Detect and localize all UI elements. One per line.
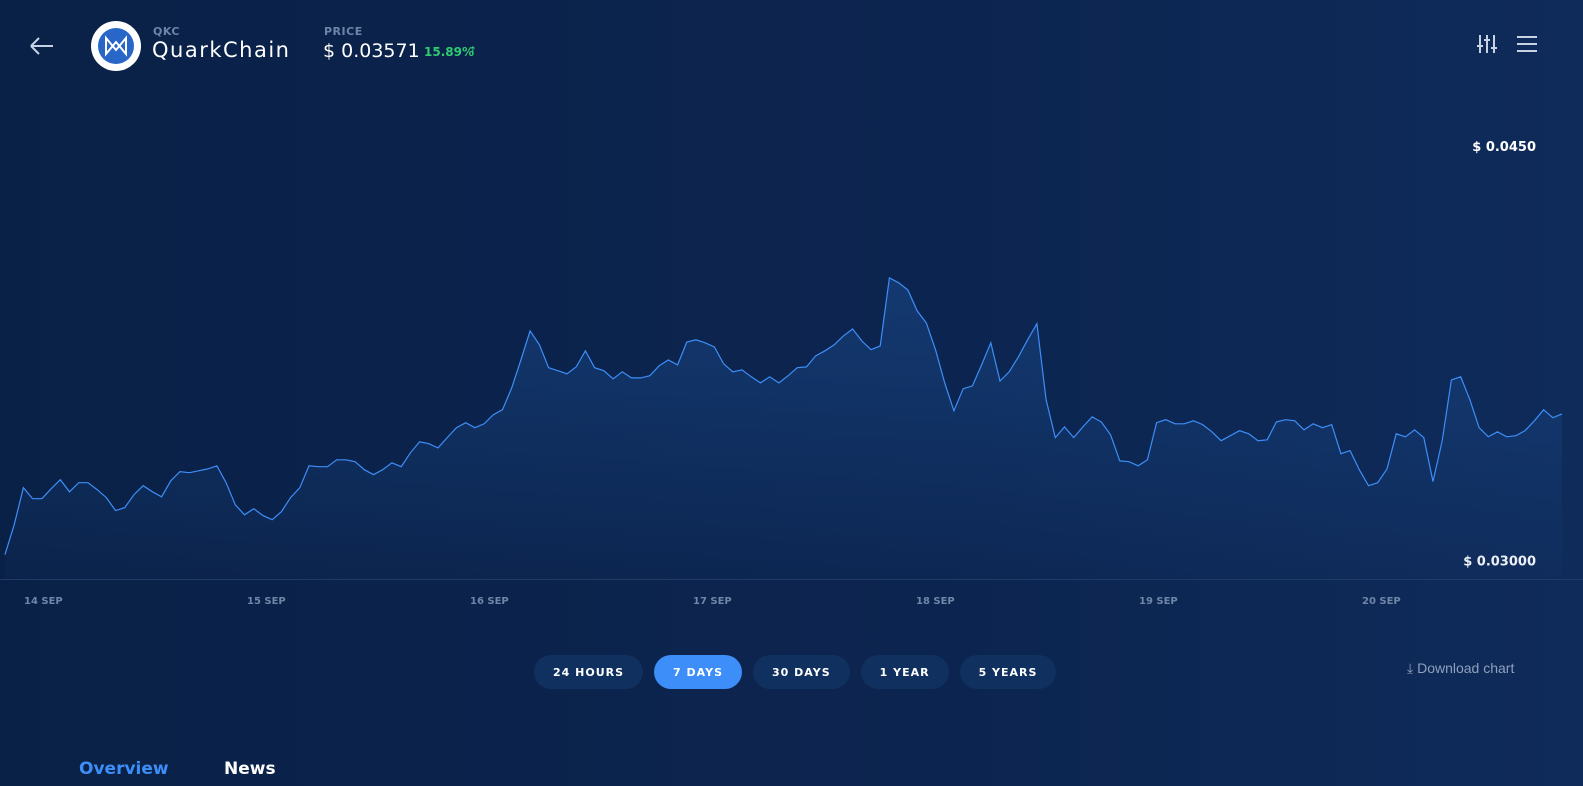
x-tick-label: 19 SEP bbox=[1139, 596, 1178, 607]
range-buttons: 24 HOURS 7 DAYS 30 DAYS 1 YEAR 5 YEARS bbox=[534, 655, 1057, 689]
x-tick-label: 17 SEP bbox=[693, 596, 732, 607]
tab[interactable]: News bbox=[224, 759, 276, 779]
y-tick-label: $ 0.0450 bbox=[1472, 140, 1536, 155]
tab[interactable]: Overview bbox=[79, 759, 169, 779]
back-button[interactable] bbox=[28, 34, 56, 58]
download-label: Download chart bbox=[1417, 660, 1515, 676]
range-button[interactable]: 1 YEAR bbox=[860, 655, 949, 689]
menu-button[interactable] bbox=[1516, 35, 1538, 55]
download-chart[interactable]: ⤓ Download chart bbox=[1407, 660, 1514, 677]
change-arrow: ↑ bbox=[469, 46, 477, 56]
ticker: QKC bbox=[153, 25, 180, 38]
coin-name: QuarkChain bbox=[152, 38, 291, 62]
price-change: 15.89% bbox=[424, 45, 474, 59]
x-tick-label: 15 SEP bbox=[247, 596, 286, 607]
x-tick-label: 16 SEP bbox=[470, 596, 509, 607]
range-button[interactable]: 5 YEARS bbox=[959, 655, 1057, 689]
price-area bbox=[5, 277, 1562, 580]
x-tick-label: 20 SEP bbox=[1362, 596, 1401, 607]
filter-button[interactable] bbox=[1476, 33, 1498, 55]
price: $ 0.03571 bbox=[323, 40, 420, 62]
x-tick-label: 18 SEP bbox=[916, 596, 955, 607]
range-button[interactable]: 7 DAYS bbox=[654, 655, 742, 689]
range-button[interactable]: 30 DAYS bbox=[753, 655, 850, 689]
coin-logo bbox=[91, 21, 141, 71]
x-tick-label: 14 SEP bbox=[24, 596, 63, 607]
download-icon: ⤓ bbox=[1407, 660, 1418, 676]
price-label: PRICE bbox=[324, 25, 363, 38]
price-line bbox=[4, 276, 1563, 555]
range-button[interactable]: 24 HOURS bbox=[534, 655, 644, 689]
